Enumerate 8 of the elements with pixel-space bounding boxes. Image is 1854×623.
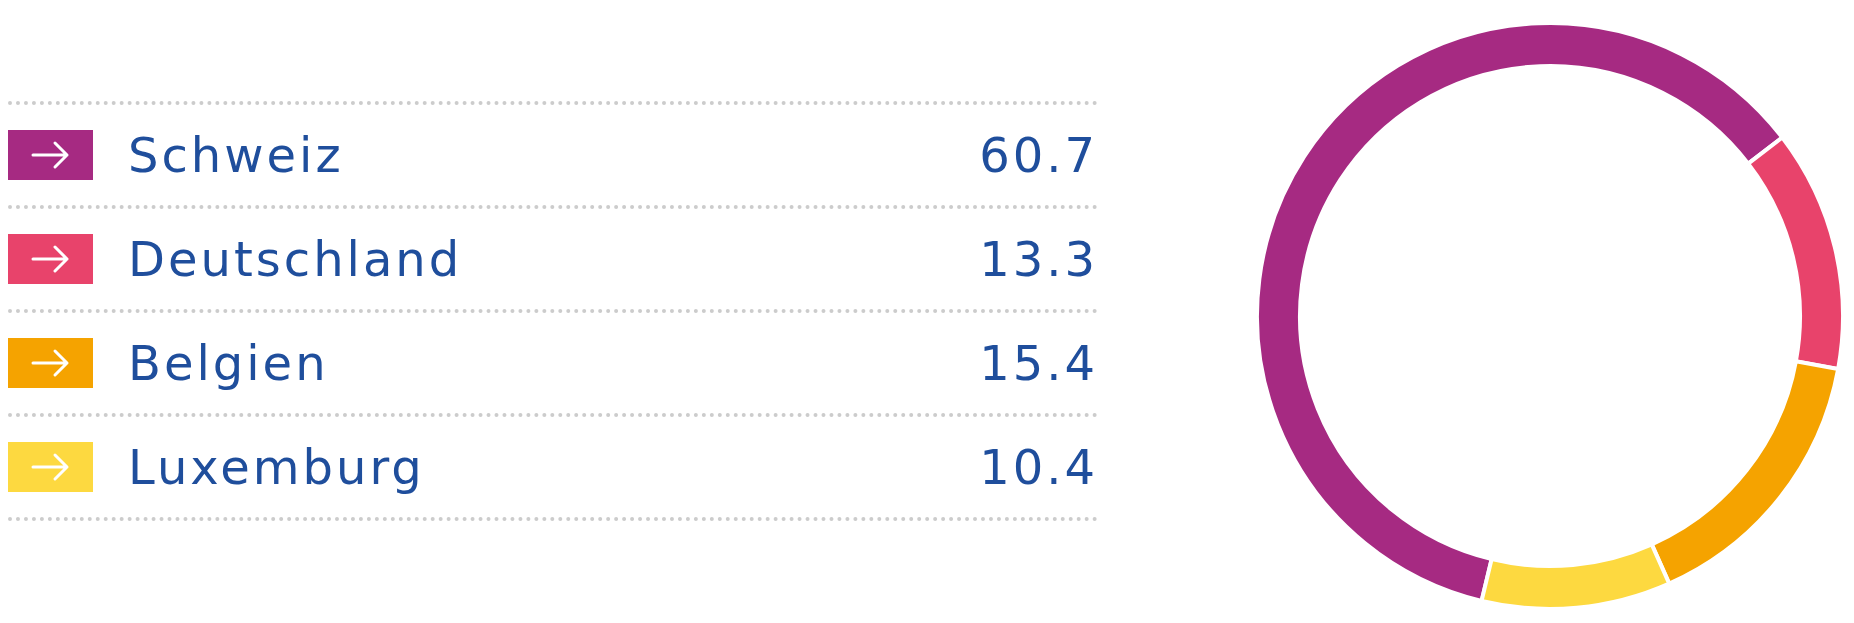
data-label: 15.4 [979,335,1098,391]
data-label: 60.7 [979,127,1098,183]
data-label: 10.4 [979,439,1098,495]
legend-label: Belgien [128,335,330,391]
legend-label: Luxemburg [128,439,426,495]
data-label: 13.3 [979,231,1098,287]
legend-label: Deutschland [128,231,464,287]
legend-label: Schweiz [128,127,345,183]
